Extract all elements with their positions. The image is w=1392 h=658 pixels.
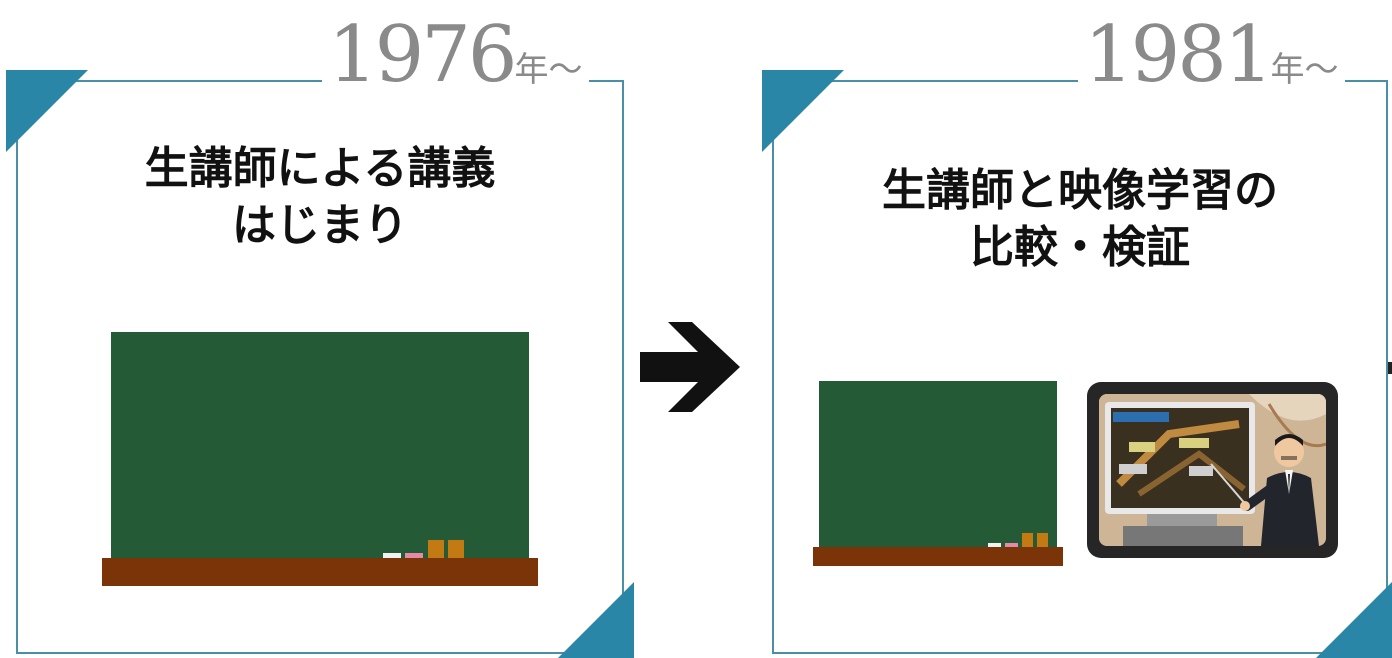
blackboard-surface <box>111 332 529 560</box>
title-line-2: 比較・検証 <box>790 219 1370 276</box>
year-label: 1981年～ <box>1078 16 1345 94</box>
panel-title: 生講師と映像学習の 比較・検証 <box>790 162 1370 276</box>
corner-accent-bottom-right <box>558 582 634 658</box>
title-line-2: はじまり <box>40 197 600 254</box>
year-suffix: 年～ <box>515 50 583 90</box>
title-line-1: 生講師による講義 <box>40 140 600 197</box>
panel-title: 生講師による講義 はじまり <box>40 140 600 254</box>
year-label: 1976年～ <box>322 16 589 94</box>
arrow-right-icon <box>640 318 758 416</box>
title-line-1: 生講師と映像学習の <box>790 162 1370 219</box>
year-suffix: 年～ <box>1271 50 1339 90</box>
lecture-scene-illustration <box>1099 394 1326 546</box>
chalk-pink <box>405 553 423 558</box>
year-number: 1976 <box>328 10 515 100</box>
blackboard-surface <box>819 381 1057 549</box>
eraser-2 <box>1037 533 1048 547</box>
chalk-white <box>383 553 401 558</box>
blackboard-ledge <box>102 558 538 586</box>
corner-accent-top-left <box>762 70 844 152</box>
eraser-1 <box>1022 533 1033 547</box>
edge-mark <box>1388 362 1392 374</box>
chalk-white <box>988 543 1001 547</box>
corner-accent-bottom-right <box>1316 582 1392 658</box>
video-lecture-image <box>1087 382 1338 558</box>
blackboard-ledge <box>813 547 1063 566</box>
eraser-1 <box>428 540 444 558</box>
eraser-2 <box>448 540 464 558</box>
year-number: 1981 <box>1084 10 1271 100</box>
video-screen <box>1099 394 1326 546</box>
chalk-pink <box>1005 543 1018 547</box>
